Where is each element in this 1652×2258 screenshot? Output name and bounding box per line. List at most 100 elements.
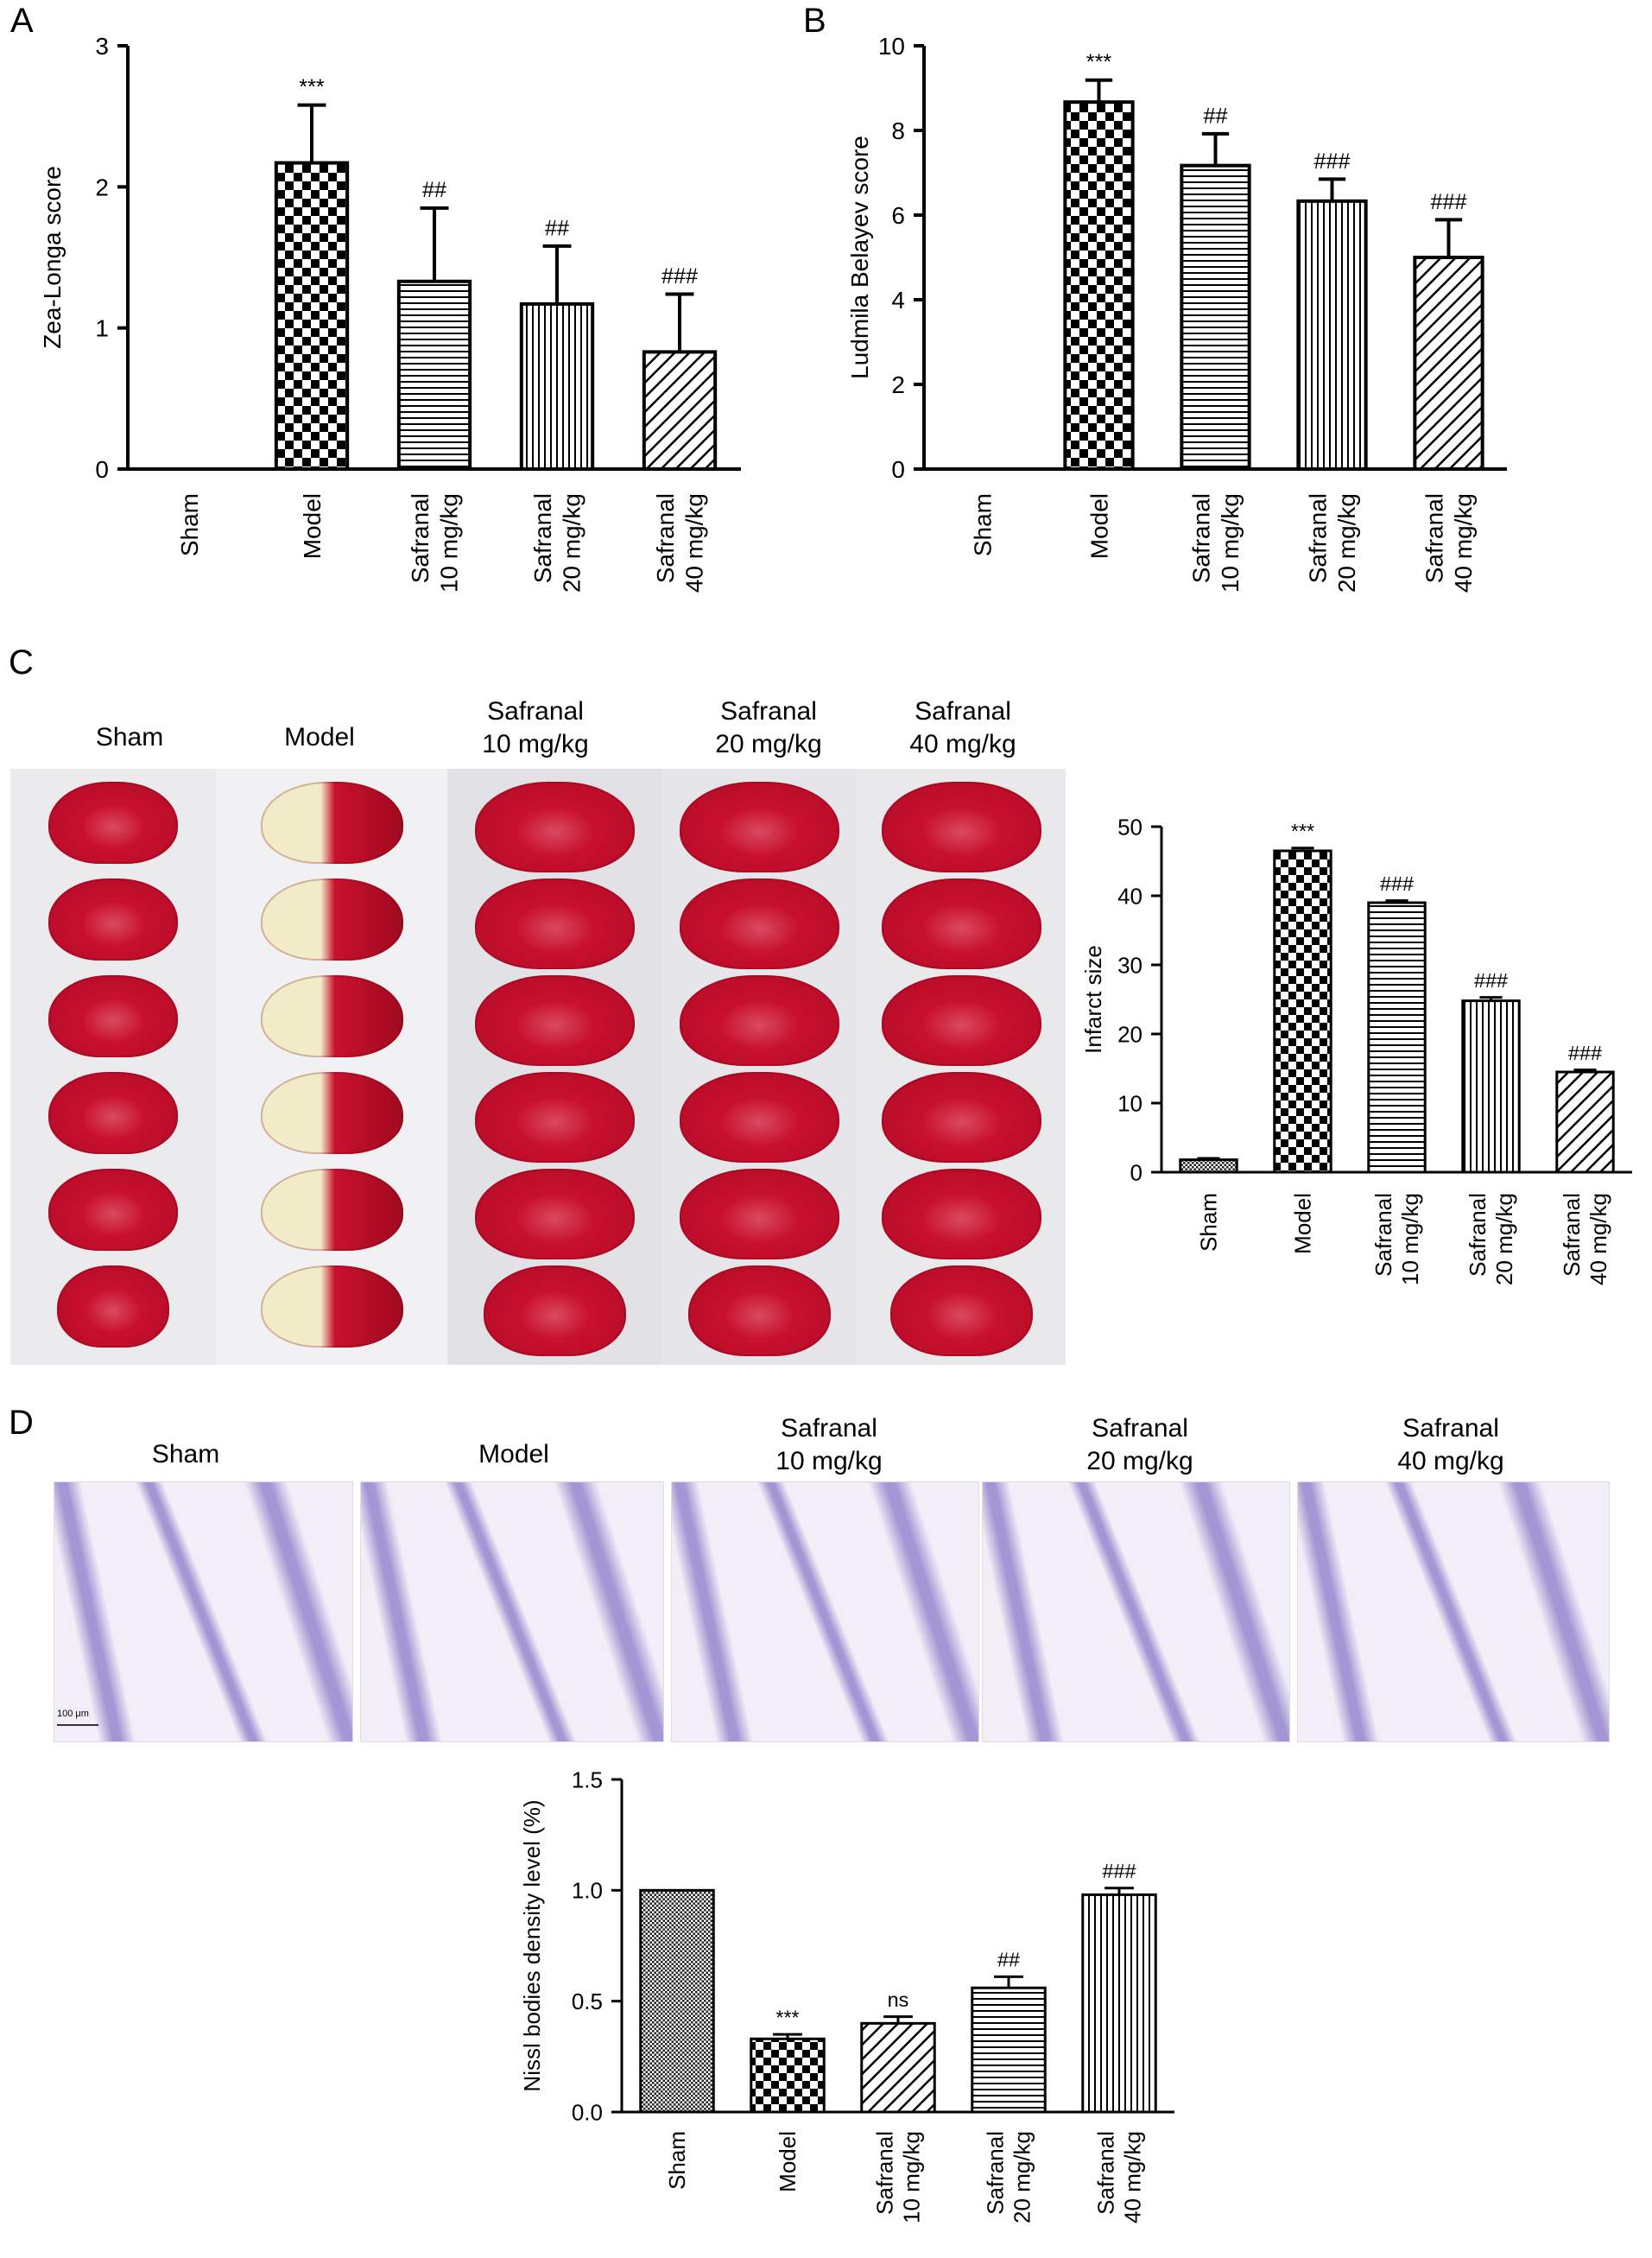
significance-label: ***: [1291, 820, 1314, 842]
nissl-label-10: Safranal 10 mg/kg: [725, 1412, 933, 1478]
y-tick-label: 10: [1117, 1090, 1142, 1116]
x-tick-label-line2: 10 mg/kg: [899, 2131, 925, 2223]
nissl-cell-band: [1172, 1482, 1289, 1741]
x-tick-label: Safranal 20 mg/kg: [529, 493, 585, 593]
brain-slice: [260, 1169, 403, 1251]
x-tick-label-line1: Model: [299, 493, 326, 559]
brain-slice: [260, 975, 403, 1057]
brain-slice: [260, 782, 403, 864]
nissl-stain-photo-row: [54, 1481, 1610, 1742]
significance-label: ##: [422, 178, 446, 202]
brain-slice: [474, 1072, 635, 1163]
x-tick-label: Safranal 10 mg/kg: [872, 2131, 925, 2223]
brain-slice: [260, 1265, 403, 1348]
nissl-cell-band: [1491, 1482, 1609, 1741]
nissl-cell-band: [672, 1482, 760, 1741]
x-tick-label-line1: Sham: [176, 493, 203, 556]
bar: [1063, 100, 1135, 471]
y-axis-label: Zea-Longa score: [39, 166, 66, 349]
panel-letter-a: A: [10, 2, 34, 40]
nissl-label-40: Safranal 40 mg/kg: [1347, 1412, 1554, 1478]
y-axis-label: Infarct size: [1080, 945, 1106, 1054]
bar: [639, 1888, 715, 2114]
y-tick-label: 30: [1117, 952, 1142, 978]
x-tick-label-line2: 10 mg/kg: [436, 493, 463, 593]
brain-slice: [687, 1265, 831, 1356]
y-tick-label: 0: [95, 456, 109, 483]
x-tick-label: Sham: [1196, 1193, 1222, 1252]
bar: [1179, 1158, 1238, 1174]
scale-bar-label: 100 μm: [57, 1709, 89, 1719]
nissl-label-sham: Sham: [86, 1438, 285, 1471]
bar: [1273, 849, 1332, 1174]
ttc-label-sham: Sham: [35, 721, 225, 754]
x-tick-label: Model: [775, 2131, 801, 2192]
y-tick-label: 3: [95, 33, 109, 60]
y-tick-label: 1.5: [572, 1766, 603, 1792]
nissl-stain-image: [54, 1481, 353, 1742]
y-tick-label: 6: [891, 202, 905, 229]
panel-letter-b: B: [803, 2, 826, 40]
y-tick-label: 40: [1117, 883, 1142, 909]
x-tick-label-line1: Sham: [1196, 1193, 1222, 1252]
y-axis-label: Nissl bodies density level (%): [519, 1799, 545, 2091]
x-tick-label-line1: Safranal: [983, 2131, 1009, 2215]
x-tick-label-line2: 40 mg/kg: [1120, 2131, 1146, 2223]
x-tick-label: Safranal 40 mg/kg: [1559, 1193, 1611, 1285]
significance-label: ###: [1430, 190, 1466, 214]
bar: [1367, 901, 1427, 1174]
x-tick-label-line1: Safranal: [1305, 493, 1332, 583]
x-tick-label-line1: Safranal: [407, 493, 434, 583]
ttc-label-line1: Safranal: [487, 697, 584, 726]
brain-slice: [679, 1169, 839, 1259]
bar: [1555, 1070, 1615, 1174]
brain-slice: [881, 782, 1041, 872]
ttc-column: [857, 769, 1066, 1365]
significance-label: ##: [545, 216, 569, 240]
x-tick-label-line1: Safranal: [1370, 1193, 1396, 1277]
x-tick-label: Safranal 20 mg/kg: [983, 2131, 1035, 2223]
brain-slice: [57, 1265, 169, 1348]
y-tick-label: 1: [95, 315, 109, 342]
nissl-stain-image: [1297, 1481, 1610, 1742]
x-tick-label-line1: Model: [1086, 493, 1112, 559]
ttc-label-line1: Safranal: [915, 697, 1011, 726]
significance-label: ###: [1313, 149, 1350, 174]
nissl-label-line1: Sham: [151, 1440, 220, 1468]
brain-slice: [474, 975, 635, 1066]
infarct-size-chart: 0 10 20 30 40 50 Infarct size Sham *** Model ### Sa…: [1080, 814, 1632, 1285]
ttc-label-20: Safranal 20 mg/kg: [665, 695, 872, 761]
ttc-label-line1: Model: [284, 723, 355, 752]
ttc-label-line1: Safranal: [720, 697, 817, 726]
significance-label: ***: [1086, 50, 1112, 74]
x-tick-label: Safranal 20 mg/kg: [1305, 493, 1361, 593]
x-tick-label-line1: Safranal: [1093, 2131, 1119, 2215]
nissl-cell-band: [749, 1482, 896, 1741]
brain-slice: [474, 782, 635, 872]
brain-slice: [679, 1072, 839, 1163]
x-tick-label: Safranal 40 mg/kg: [652, 493, 708, 593]
ttc-label-10: Safranal 10 mg/kg: [432, 695, 639, 761]
x-tick-label-line2: 40 mg/kg: [681, 493, 708, 593]
x-tick-label-line1: Safranal: [529, 493, 556, 583]
x-tick-label-line2: 20 mg/kg: [1333, 493, 1360, 593]
significance-label: ns: [888, 1988, 909, 2011]
significance-label: ###: [1568, 1042, 1602, 1064]
nissl-label-line1: Safranal: [1092, 1414, 1188, 1443]
nissl-cell-band: [54, 1482, 142, 1741]
x-tick-label: Sham: [664, 2131, 690, 2190]
x-tick-label: Sham: [969, 493, 996, 556]
x-tick-label-line1: Model: [1290, 1193, 1316, 1254]
ttc-brain-slices-photo: [10, 769, 1066, 1365]
brain-slice: [679, 975, 839, 1066]
y-tick-label: 0: [891, 456, 905, 483]
x-tick-label: Safranal 40 mg/kg: [1093, 2131, 1146, 2223]
nissl-label-line1: Safranal: [1402, 1414, 1499, 1443]
nissl-cell-band: [983, 1482, 1071, 1741]
nissl-stain-image: [982, 1481, 1290, 1742]
x-tick-label-line1: Sham: [969, 493, 996, 556]
nissl-density-chart: 0.0 0.5 1.0 1.5 Nissl bodies density level (…: [519, 1766, 1174, 2223]
bar: [274, 161, 350, 471]
nissl-cell-band: [237, 1482, 352, 1741]
ttc-column: [216, 769, 447, 1365]
